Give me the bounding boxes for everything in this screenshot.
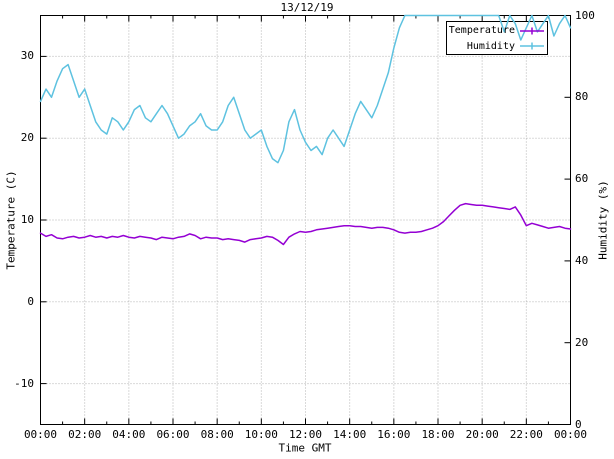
chart-title: 13/12/19 — [280, 1, 334, 14]
x-tick-label: 08:00 — [200, 428, 234, 441]
x-tick-label: 02:00 — [68, 428, 102, 441]
y-right-tick-label: 80 — [575, 90, 589, 104]
y-right-tick-label: 40 — [575, 253, 589, 267]
legend-label-temperature: Temperature — [448, 25, 515, 37]
x-tick-label: 00:00 — [553, 428, 588, 441]
y-right-tick-label: 60 — [575, 172, 589, 186]
x-tick-label: 22:00 — [509, 428, 543, 441]
x-tick-label: 06:00 — [156, 428, 190, 441]
x-tick-label: 16:00 — [377, 428, 411, 441]
x-tick-label: 18:00 — [421, 428, 455, 441]
y-axis-label-right: Humidity (%) — [596, 180, 610, 260]
humidity-line-sample-icon — [520, 42, 544, 50]
y-left-tick-label: 0 — [27, 294, 34, 308]
x-tick-label: 12:00 — [288, 428, 323, 441]
y-right-tick-label: 100 — [575, 8, 595, 22]
legend-label-humidity: Humidity — [466, 40, 515, 52]
x-tick-label: 20:00 — [465, 428, 499, 441]
x-tick-label: 10:00 — [244, 428, 278, 441]
temperature-line-sample-icon — [520, 27, 544, 35]
x-axis-label: Time GMT — [278, 441, 332, 455]
y-left-tick-label: 10 — [20, 213, 34, 226]
legend: Temperature Humidity — [447, 22, 548, 55]
y-right-tick-label: 0 — [575, 417, 582, 431]
x-tick-label: 00:00 — [23, 428, 58, 441]
y-right-tick-label: 20 — [575, 335, 589, 349]
y-left-tick-label: -10 — [14, 376, 34, 390]
x-tick-label: 14:00 — [333, 428, 367, 441]
legend-item-temperature: Temperature — [448, 24, 545, 38]
y-left-tick-label: 30 — [20, 49, 34, 63]
x-tick-label: 04:00 — [112, 428, 146, 441]
legend-item-humidity: Humidity — [450, 39, 545, 53]
y-left-tick-label: 20 — [20, 131, 34, 145]
